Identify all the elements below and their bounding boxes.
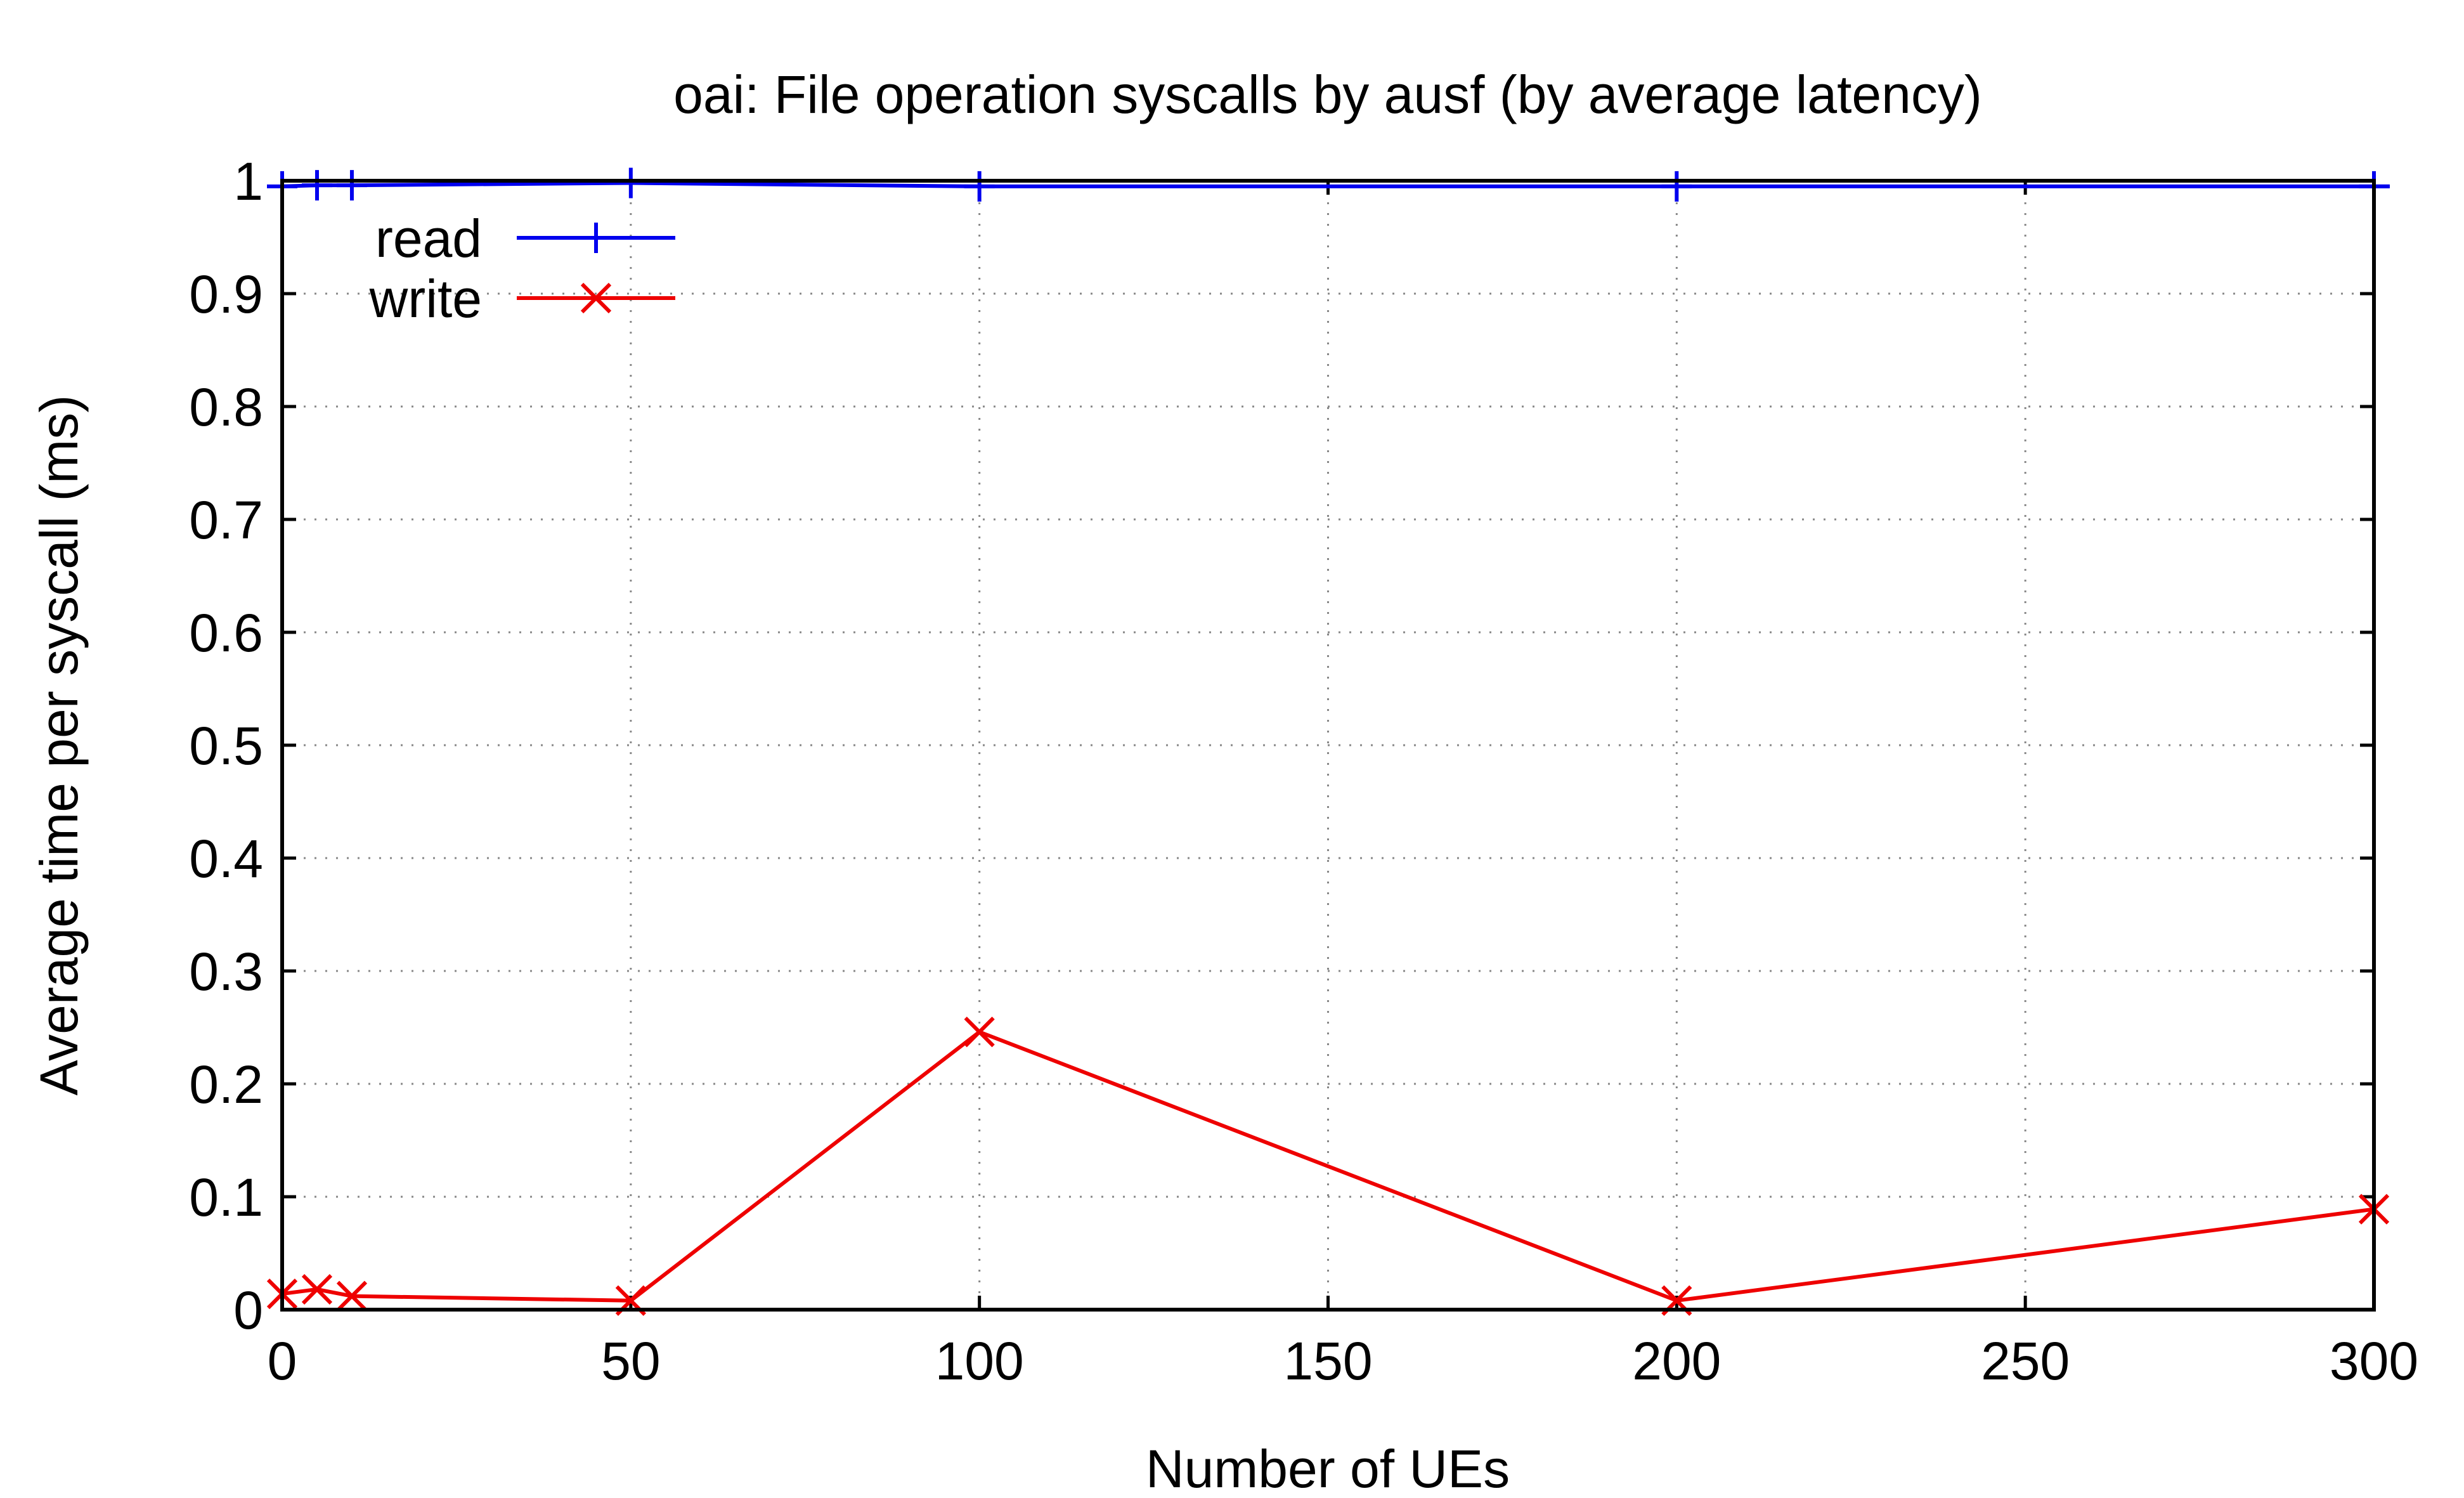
y-tick-label: 0.9 <box>189 264 263 324</box>
chart-title: oai: File operation syscalls by ausf (by… <box>673 65 1982 124</box>
data-point-write <box>336 1280 368 1312</box>
plot-frame <box>280 179 2376 1312</box>
data-point-read <box>301 170 332 201</box>
x-tick-label: 100 <box>935 1331 1024 1391</box>
y-tick-label: 1 <box>233 152 263 211</box>
data-point-read <box>964 171 995 202</box>
marker-stroke <box>336 1280 368 1312</box>
marker-stroke <box>301 1273 333 1305</box>
y-tick-label: 0.7 <box>189 490 263 550</box>
y-tick-label: 0.2 <box>189 1055 263 1114</box>
data-point-read <box>336 170 367 201</box>
y-tick-label: 0.6 <box>189 603 263 663</box>
data-point-read <box>615 167 646 199</box>
axis-ticks: 0 50 100 150 200 250 300 0 0.1 0.2 0.3 0.4 0.5 0.6 0.7… <box>189 152 2418 1391</box>
y-tick-label: 0 <box>233 1280 263 1340</box>
y-axis-label: Average time per syscall (ms) <box>29 395 89 1096</box>
legend-marker-read <box>581 223 611 253</box>
y-tick-label: 0.4 <box>189 829 263 889</box>
legend-label-write: write <box>369 269 482 329</box>
legend-marker-write <box>580 282 612 314</box>
x-tick-label: 50 <box>601 1331 660 1391</box>
data-point-read <box>1661 171 1692 202</box>
x-tick-label: 300 <box>2330 1331 2418 1391</box>
y-tick-label: 0.5 <box>189 716 263 776</box>
x-axis-label: Number of UEs <box>1146 1439 1510 1498</box>
x-tick-label: 150 <box>1283 1331 1372 1391</box>
grid-lines <box>282 181 2374 1310</box>
data-point-write <box>964 1016 995 1048</box>
x-tick-label: 250 <box>1981 1331 2070 1391</box>
legend-label-read: read <box>375 209 482 268</box>
data-point-write <box>301 1273 333 1305</box>
x-tick-label: 0 <box>268 1331 297 1391</box>
series-read <box>267 167 2390 202</box>
x-tick-label: 200 <box>1632 1331 1721 1391</box>
y-tick-label: 0.3 <box>189 942 263 1001</box>
y-tick-label: 0.1 <box>189 1168 263 1227</box>
marker-stroke <box>580 282 612 314</box>
y-tick-label: 0.8 <box>189 377 263 437</box>
series-layer <box>266 167 2390 1316</box>
marker-stroke <box>964 1016 995 1048</box>
series-line-read <box>282 181 2390 188</box>
